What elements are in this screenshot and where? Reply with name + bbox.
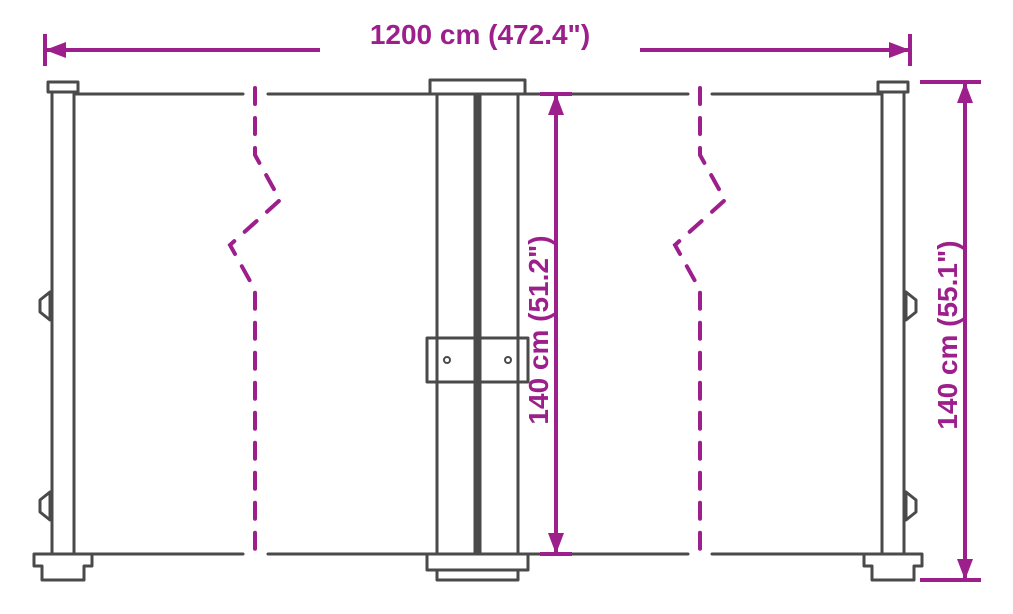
panel-height-dimension: 140 cm (51.2") (523, 94, 572, 554)
right-panel (712, 94, 882, 554)
right-post (864, 82, 922, 580)
center-cassette (427, 80, 528, 580)
width-dimension: 1200 cm (472.4") (45, 16, 910, 66)
panel-height-label: 140 cm (51.2") (523, 235, 554, 424)
total-height-dimension: 140 cm (55.1") (920, 82, 981, 580)
left-panel (74, 94, 243, 554)
break-line-left (230, 88, 280, 560)
left-panel-inner (268, 94, 435, 554)
width-label: 1200 cm (472.4") (370, 19, 590, 50)
total-height-label: 140 cm (55.1") (932, 240, 963, 429)
dimension-diagram: 1200 cm (472.4") (0, 0, 1013, 614)
break-line-right (675, 88, 725, 560)
left-post (34, 82, 92, 580)
